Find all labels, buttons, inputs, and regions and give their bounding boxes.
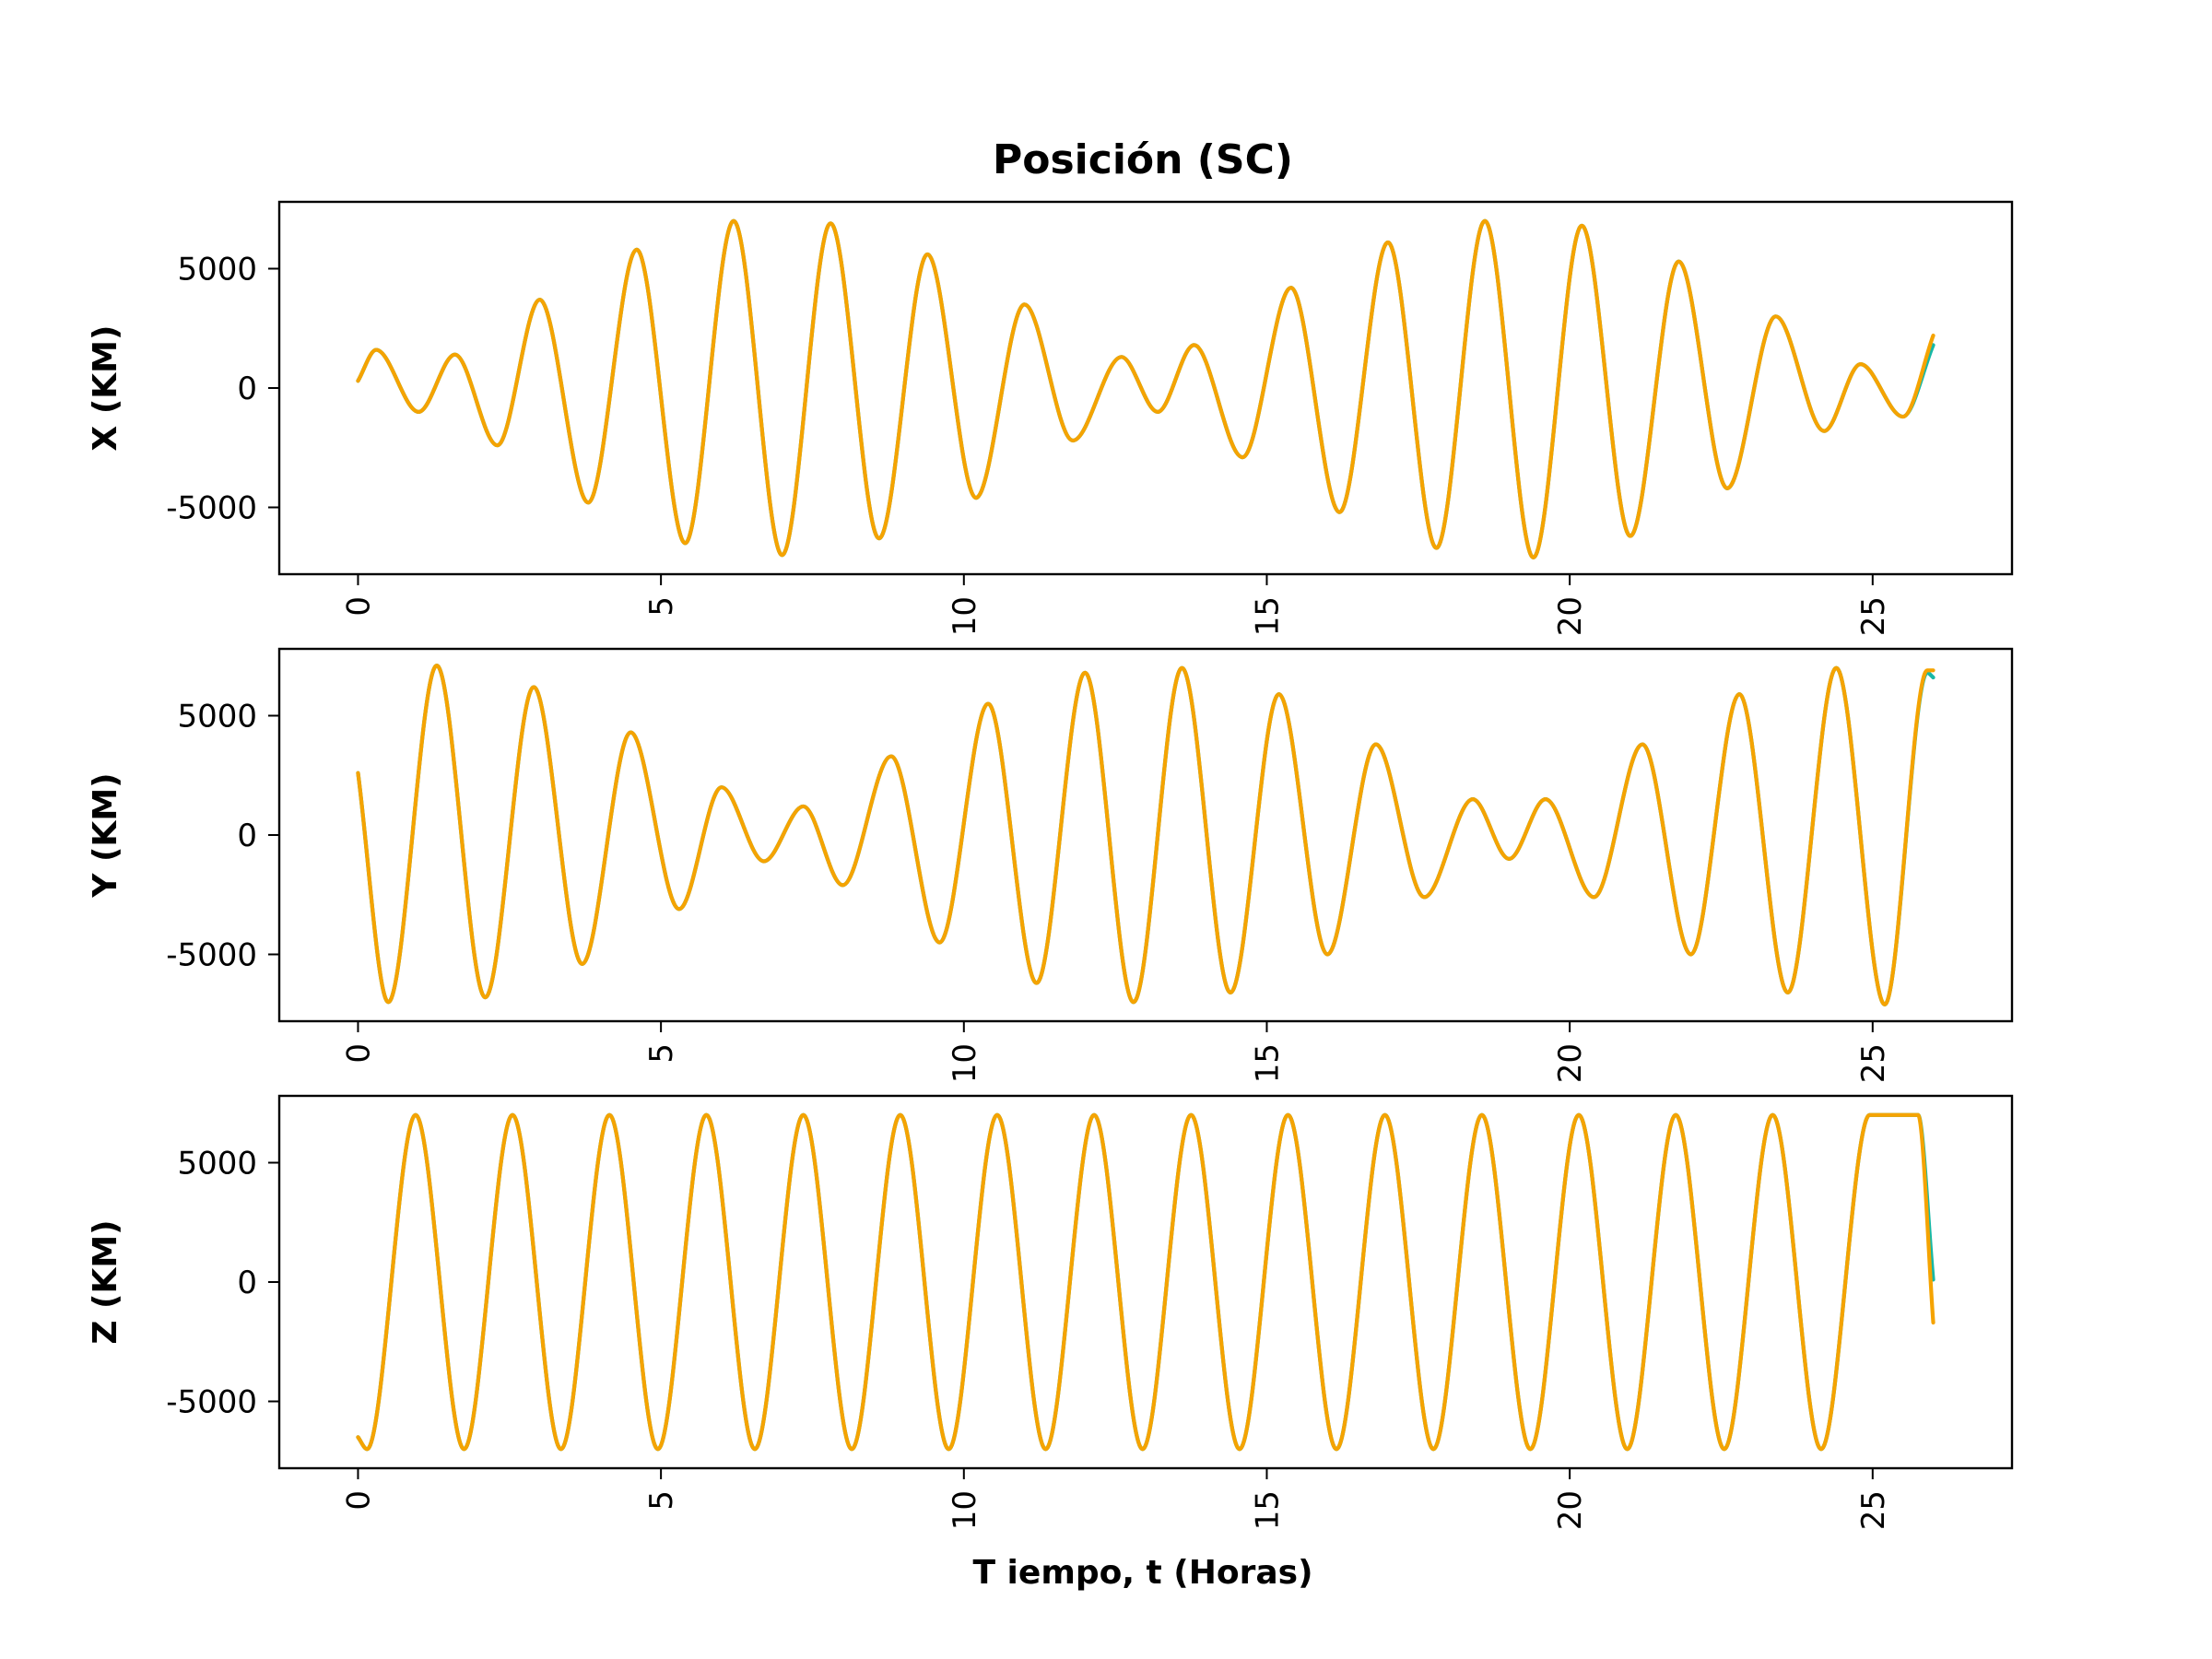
x-tick-label: 0: [340, 1490, 377, 1511]
y-tick-label: -5000: [166, 489, 257, 526]
x-tick-label: 25: [1855, 1043, 1892, 1083]
x-tick-label: 15: [1249, 596, 1286, 636]
x-tick-label: 10: [947, 596, 983, 636]
axes-group: 5000 0 -5000 0 5 10 15 20 25 X (KM) 5000 0 -5000 0 5 10…: [87, 200, 2014, 1530]
y-tick-label: -5000: [166, 936, 257, 973]
subplot-1-series-2-line: [356, 218, 1936, 559]
subplot-1-y-axis-label: X (KM): [87, 325, 124, 452]
subplot-3: 5000 0 -5000 0 5 10 15 20 25 Z (KM): [87, 1094, 2014, 1530]
subplot-1: 5000 0 -5000 0 5 10 15 20 25 X (KM): [87, 200, 2014, 636]
x-tick-label: 0: [340, 1043, 377, 1064]
x-tick-label: 10: [947, 1490, 983, 1530]
subplot-2-series-2-line: [356, 664, 1936, 1006]
y-tick-label: 5000: [177, 1146, 257, 1182]
x-tick-label: 25: [1855, 596, 1892, 636]
x-tick-label: 10: [947, 1043, 983, 1083]
x-tick-label: 5: [643, 1490, 680, 1511]
x-tick-label: 20: [1552, 596, 1589, 636]
x-tick-label: 5: [643, 596, 680, 617]
x-tick-label: 15: [1249, 1490, 1286, 1530]
subplot-2: 5000 0 -5000 0 5 10 15 20 25 Y (KM): [87, 647, 2014, 1083]
x-tick-label: 20: [1552, 1043, 1589, 1083]
subplot-2-y-axis-label: Y (KM): [87, 772, 124, 898]
y-tick-label: 0: [237, 818, 257, 854]
subplot-1-frame: [277, 200, 2014, 576]
x-tick-label: 5: [643, 1043, 680, 1064]
x-tick-label: 0: [340, 596, 377, 617]
subplot-3-frame: [277, 1094, 2014, 1470]
x-axis-label: T iempo, t (Horas): [972, 1554, 1312, 1592]
subplot-2-frame: [277, 647, 2014, 1023]
y-tick-label: -5000: [166, 1383, 257, 1420]
x-tick-label: 15: [1249, 1043, 1286, 1083]
chart-title: Posición (SC): [993, 136, 1293, 183]
y-tick-label: 0: [237, 371, 257, 407]
y-tick-label: 0: [237, 1265, 257, 1301]
subplot-3-series-1-line: [356, 1112, 1936, 1452]
x-tick-label: 20: [1552, 1490, 1589, 1530]
subplot-3-series-2-line: [356, 1112, 1936, 1452]
y-tick-label: 5000: [177, 252, 257, 288]
x-tick-label: 25: [1855, 1490, 1892, 1530]
y-tick-label: 5000: [177, 699, 257, 735]
subplot-3-y-axis-label: Z (KM): [87, 1219, 124, 1344]
subplot-1-series-1-line: [356, 218, 1936, 559]
